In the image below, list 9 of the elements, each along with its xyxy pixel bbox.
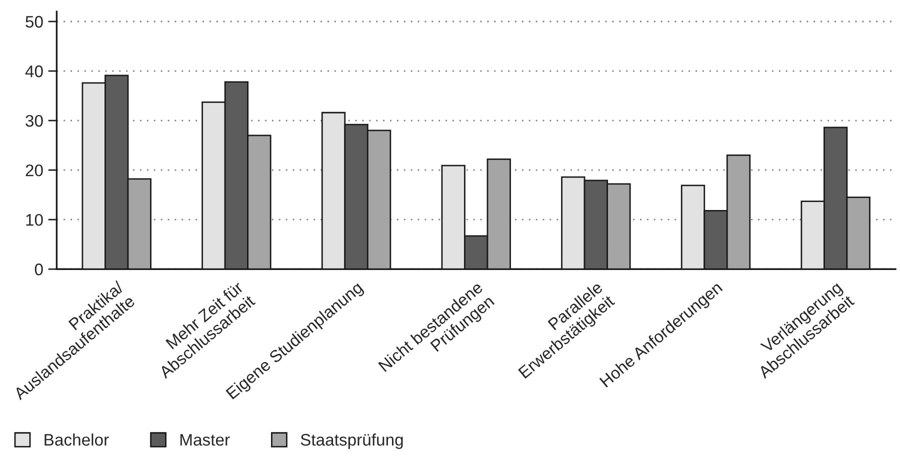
y-tick-label: 50 — [26, 16, 43, 28]
y-tick-label: 10 — [26, 214, 43, 226]
y-tick-label: 40 — [25, 65, 43, 78]
y-tick-label: 20 — [26, 164, 43, 176]
legend-label: Staatsprüfung — [300, 433, 403, 449]
legend-label: Bachelor — [44, 433, 109, 446]
y-tick-label: 0 — [34, 264, 43, 276]
legend-label: Master — [180, 434, 230, 446]
y-tick-label: 30 — [26, 114, 43, 127]
